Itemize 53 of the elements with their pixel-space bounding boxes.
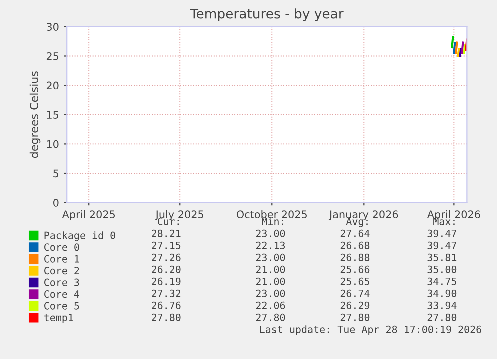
- text: 33.94: [428, 302, 457, 310]
- text: Last update: Tue Apr 28 17:00:19 2026: [260, 326, 482, 336]
- text: 25.66: [340, 266, 370, 274]
- text: 35.81: [428, 254, 457, 262]
- text: 26.20: [152, 266, 181, 274]
- y-tick-label: 5: [54, 170, 59, 178]
- text: 27.15: [152, 242, 181, 250]
- text: 26.76: [152, 302, 181, 310]
- y-tick-label: 15: [47, 111, 59, 119]
- text: 27.80: [152, 314, 181, 322]
- y-tick-label: 20: [46, 82, 59, 90]
- x-tick-label: April 2025: [62, 210, 116, 221]
- legend-label: Core 5: [44, 302, 80, 310]
- y-tick-label: 0: [54, 199, 59, 207]
- text: 34.90: [428, 290, 457, 298]
- text: 26.68: [340, 242, 370, 250]
- text: 26.19: [152, 278, 181, 286]
- y-axis-title: degrees Celsius: [30, 72, 41, 158]
- text: 39.47: [428, 242, 456, 250]
- y-tick-label: 30: [46, 23, 59, 32]
- legend-label: Core 0: [44, 244, 80, 252]
- text: 35.00: [428, 266, 457, 274]
- y-tick-label: 25: [46, 52, 59, 60]
- text: 27.32: [152, 290, 181, 298]
- x-tick-label: October 2025: [236, 210, 307, 219]
- text: 26.88: [340, 254, 370, 262]
- text: Min:: [262, 218, 284, 226]
- legend-label: Core 3: [44, 278, 80, 286]
- text: 27.80: [256, 314, 286, 322]
- text: 21.00: [256, 266, 286, 274]
- legend-label: Core 4: [44, 290, 80, 298]
- text: 39.47: [428, 230, 456, 238]
- text: 34.75: [428, 278, 456, 286]
- text: 27.26: [152, 254, 181, 262]
- chart-title: Temperatures - by year: [190, 8, 344, 22]
- text: 22.06: [256, 302, 286, 310]
- text: 23.00: [256, 254, 286, 262]
- text: 28.21: [152, 230, 181, 238]
- legend-label: Package id 0: [44, 232, 116, 242]
- text: 22.13: [256, 242, 286, 250]
- text: 27.80: [428, 314, 457, 322]
- text: 23.00: [256, 290, 286, 298]
- legend-label: Core 1: [44, 255, 80, 263]
- text: 27.64: [340, 230, 370, 238]
- y-tick-label: 10: [47, 140, 59, 148]
- legend-label: temp1: [44, 314, 74, 324]
- legend-label: Core 2: [44, 267, 80, 275]
- text: 26.29: [340, 302, 370, 310]
- text: 26.74: [340, 290, 370, 298]
- text: 27.80: [340, 314, 370, 322]
- text: 21.00: [256, 278, 286, 286]
- text: 23.00: [256, 230, 286, 238]
- text: 25.65: [340, 278, 370, 286]
